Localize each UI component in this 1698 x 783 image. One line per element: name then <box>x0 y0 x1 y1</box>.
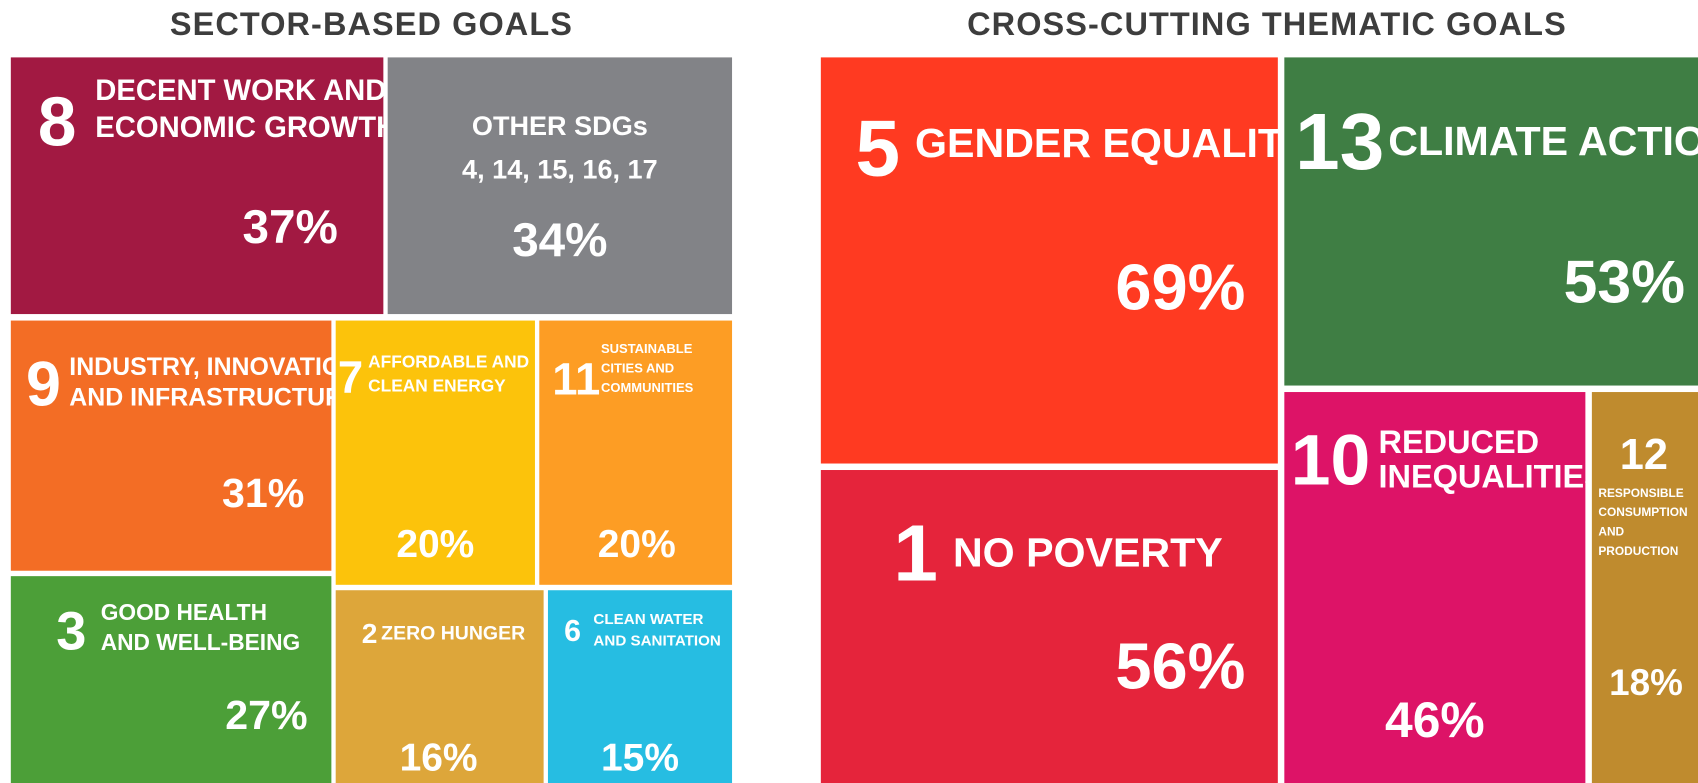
goal-name: AND WELL-BEING <box>101 629 301 655</box>
goal-tile <box>820 470 1278 783</box>
goal-number: 12 <box>1620 431 1668 479</box>
goal-name: COMMUNITIES <box>601 380 694 395</box>
goal-percent: 46% <box>1385 692 1485 748</box>
goal-tile <box>387 57 733 315</box>
goal-name: PRODUCTION <box>1598 544 1678 558</box>
goal-name: CITIES AND <box>601 361 674 376</box>
goal-tile <box>1591 392 1698 783</box>
goal-name: REDUCED <box>1379 424 1540 460</box>
goal-name: GOOD HEALTH <box>101 599 267 625</box>
goal-percent: 20% <box>598 523 676 566</box>
goal-percent: 53% <box>1564 248 1685 316</box>
goal-tile <box>10 320 332 571</box>
goal-percent: 27% <box>225 692 307 738</box>
goal-number: 11 <box>552 354 600 405</box>
goal-name: ECONOMIC GROWTH <box>95 112 397 144</box>
goal-name: CLIMATE ACTION <box>1388 118 1698 164</box>
goal-number: 13 <box>1295 96 1384 186</box>
goal-name: GENDER EQUALITY <box>915 120 1310 166</box>
section-title: SECTOR-BASED GOALS <box>170 6 573 42</box>
goal-number: 7 <box>338 351 363 402</box>
goal-name: CLEAN WATER <box>593 611 703 628</box>
goal-percent: 16% <box>400 737 478 780</box>
goal-percent: 56% <box>1115 630 1245 703</box>
goal-tile <box>335 320 535 585</box>
goal-tile <box>1284 392 1586 783</box>
goal-name: RESPONSIBLE <box>1598 486 1683 500</box>
goal-tile <box>820 57 1278 464</box>
goal-name: CLEAN ENERGY <box>368 376 506 396</box>
goal-name: AND INFRASTRUCTURE <box>69 383 359 411</box>
goal-percent: 15% <box>601 737 679 780</box>
goal-name: AND SANITATION <box>593 633 720 650</box>
goal-tile <box>539 320 733 585</box>
goal-number: 1 <box>893 507 938 597</box>
goal-tile <box>10 57 384 315</box>
goal-percent: 20% <box>396 523 474 566</box>
goal-tile <box>335 590 544 783</box>
goal-name: OTHER SDGs <box>472 110 648 141</box>
goal-tile <box>1284 57 1698 386</box>
goal-percent: 31% <box>222 470 304 516</box>
goal-name: SUSTAINABLE <box>601 341 693 356</box>
goal-number: 6 <box>564 615 581 648</box>
goal-number: 8 <box>38 82 77 160</box>
goal-name: AND <box>1598 525 1624 539</box>
goal-name: AFFORDABLE AND <box>368 352 529 372</box>
goal-percent: 69% <box>1115 250 1245 323</box>
goal-name: CONSUMPTION <box>1598 505 1687 519</box>
goal-percent: 18% <box>1609 662 1683 703</box>
goal-number: 3 <box>56 601 86 661</box>
goal-name: INDUSTRY, INNOVATION <box>69 353 359 381</box>
goal-name: 4, 14, 15, 16, 17 <box>462 153 658 184</box>
goal-name: ZERO HUNGER <box>381 623 525 645</box>
goal-number: 5 <box>855 102 900 192</box>
goal-name: INEQUALITIES <box>1379 459 1606 495</box>
section-title: CROSS-CUTTING THEMATIC GOALS <box>967 6 1567 42</box>
goal-percent: 34% <box>512 214 607 267</box>
goal-name: NO POVERTY <box>953 529 1223 575</box>
goal-percent: 37% <box>243 201 338 254</box>
goal-tile <box>547 590 733 783</box>
goal-number: 10 <box>1291 420 1370 500</box>
goal-number: 9 <box>26 349 61 419</box>
goal-number: 2 <box>362 618 378 649</box>
goal-tile <box>10 576 332 783</box>
goal-name: DECENT WORK AND <box>95 75 386 107</box>
